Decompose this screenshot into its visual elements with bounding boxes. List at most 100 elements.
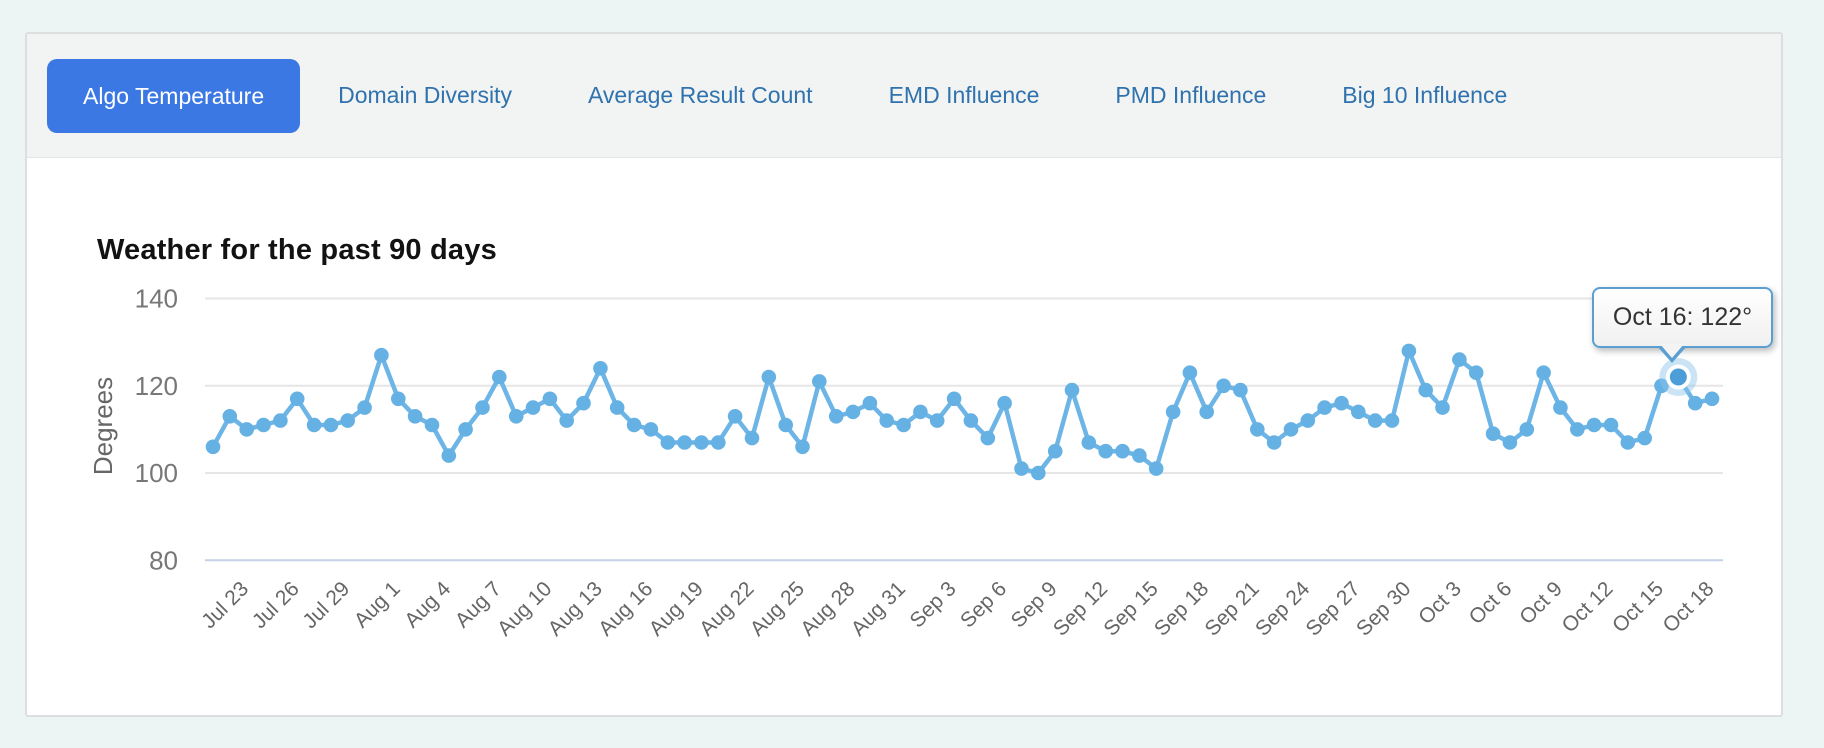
data-point-marker[interactable] bbox=[492, 369, 507, 385]
data-point-marker[interactable] bbox=[1704, 391, 1720, 407]
data-point-marker[interactable] bbox=[593, 361, 608, 376]
data-point-marker[interactable] bbox=[609, 400, 625, 415]
dashboard-card: Algo Temperature Domain Diversity Average … bbox=[25, 32, 1783, 717]
tab-pmd-influence[interactable]: PMD Influence bbox=[1115, 82, 1267, 108]
data-point-marker[interactable] bbox=[1081, 435, 1097, 450]
data-point-marker[interactable] bbox=[980, 430, 996, 446]
data-point-marker[interactable] bbox=[1435, 400, 1450, 415]
data-point-marker[interactable] bbox=[946, 391, 962, 407]
data-point-marker[interactable] bbox=[1452, 352, 1467, 367]
data-point-marker[interactable] bbox=[1098, 443, 1113, 459]
data-point-marker[interactable] bbox=[812, 374, 827, 389]
data-point-marker[interactable] bbox=[1014, 461, 1029, 476]
data-point-marker[interactable] bbox=[1468, 365, 1484, 381]
data-point-marker[interactable] bbox=[1250, 422, 1265, 437]
data-point-marker[interactable] bbox=[1148, 461, 1164, 476]
data-point-marker[interactable] bbox=[441, 448, 457, 463]
data-point-marker[interactable] bbox=[1351, 404, 1366, 420]
data-point-marker[interactable] bbox=[727, 409, 743, 424]
data-point-marker[interactable] bbox=[289, 391, 305, 407]
data-point-marker[interactable] bbox=[407, 409, 423, 424]
data-point-marker[interactable] bbox=[1031, 465, 1046, 481]
data-point-marker[interactable] bbox=[306, 417, 322, 433]
data-point-marker[interactable] bbox=[1570, 422, 1585, 437]
data-point-marker[interactable] bbox=[1485, 426, 1501, 442]
data-point-marker[interactable] bbox=[374, 347, 389, 363]
data-point-marker[interactable] bbox=[256, 417, 271, 433]
chart-tooltip: Oct 16: 122° bbox=[1592, 287, 1773, 363]
data-point-marker[interactable] bbox=[862, 395, 878, 411]
data-point-marker[interactable] bbox=[828, 409, 844, 424]
data-point-marker[interactable] bbox=[694, 435, 709, 450]
data-point-marker[interactable] bbox=[1334, 395, 1349, 411]
data-point-marker[interactable] bbox=[744, 430, 760, 446]
data-point-marker[interactable] bbox=[1317, 400, 1332, 415]
data-point-marker[interactable] bbox=[340, 413, 356, 428]
data-point-marker[interactable] bbox=[1182, 365, 1198, 381]
data-point-marker[interactable] bbox=[711, 435, 726, 450]
data-point-marker[interactable] bbox=[778, 417, 793, 433]
tooltip-label: Oct 16: 122° bbox=[1612, 303, 1753, 331]
data-point-marker[interactable] bbox=[1283, 422, 1299, 437]
data-point-marker[interactable] bbox=[1216, 378, 1231, 394]
data-point-marker[interactable] bbox=[222, 409, 238, 424]
data-point-marker[interactable] bbox=[1367, 413, 1383, 428]
data-point-marker[interactable] bbox=[1620, 435, 1636, 450]
tab-emd-influence[interactable]: EMD Influence bbox=[888, 82, 1040, 108]
data-point-marker[interactable] bbox=[997, 395, 1012, 411]
data-point-marker[interactable] bbox=[205, 439, 221, 455]
data-point-marker[interactable] bbox=[795, 439, 810, 455]
data-point-marker[interactable] bbox=[1418, 382, 1433, 398]
data-point-marker[interactable] bbox=[660, 435, 676, 450]
data-point-marker[interactable] bbox=[896, 417, 911, 433]
chart-title: Weather for the past 90 days bbox=[97, 234, 497, 266]
data-point-marker[interactable] bbox=[1687, 395, 1703, 411]
data-point-marker[interactable] bbox=[1536, 365, 1551, 381]
data-point-marker[interactable] bbox=[643, 422, 659, 437]
data-point-marker[interactable] bbox=[845, 404, 861, 420]
data-point-marker[interactable] bbox=[576, 395, 591, 411]
data-point-marker[interactable] bbox=[1553, 400, 1568, 415]
data-point-marker[interactable] bbox=[1384, 413, 1400, 428]
data-point-marker[interactable] bbox=[475, 400, 490, 415]
data-point-marker[interactable] bbox=[1115, 443, 1130, 459]
data-point-marker[interactable] bbox=[1654, 378, 1669, 394]
data-point-marker[interactable] bbox=[929, 413, 945, 428]
data-point-marker[interactable] bbox=[913, 404, 928, 420]
data-point-marker[interactable] bbox=[677, 435, 692, 450]
data-point-marker[interactable] bbox=[1519, 422, 1535, 437]
data-point-marker[interactable] bbox=[525, 400, 541, 415]
data-point-marker[interactable] bbox=[879, 413, 894, 428]
tab-big-10-influence[interactable]: Big 10 Influence bbox=[1342, 82, 1508, 108]
tab-algo-temperature[interactable]: Algo Temperature bbox=[47, 58, 301, 133]
data-point-marker[interactable] bbox=[357, 400, 372, 415]
data-point-marker[interactable] bbox=[542, 391, 558, 407]
data-point-marker[interactable] bbox=[761, 369, 777, 385]
data-point-marker[interactable] bbox=[1586, 417, 1602, 433]
tab-average-result-count[interactable]: Average Result Count bbox=[587, 82, 813, 108]
data-point-marker[interactable] bbox=[1502, 435, 1518, 450]
data-point-marker[interactable] bbox=[1300, 413, 1316, 428]
data-point-marker[interactable] bbox=[1064, 382, 1080, 398]
data-point-marker[interactable] bbox=[508, 409, 524, 424]
data-point-marker[interactable] bbox=[626, 417, 642, 433]
data-point-marker[interactable] bbox=[1132, 448, 1147, 463]
data-point-marker[interactable] bbox=[1266, 435, 1282, 450]
data-point-marker[interactable] bbox=[1603, 417, 1619, 433]
tab-domain-diversity[interactable]: Domain Diversity bbox=[338, 82, 512, 108]
data-point-marker[interactable] bbox=[1165, 404, 1181, 420]
data-point-marker[interactable] bbox=[1047, 443, 1063, 459]
data-point-marker[interactable] bbox=[323, 417, 339, 433]
data-point-marker[interactable] bbox=[458, 422, 473, 437]
data-point-marker[interactable] bbox=[559, 413, 574, 428]
data-point-marker[interactable] bbox=[1199, 404, 1214, 420]
data-point-marker[interactable] bbox=[1233, 382, 1248, 398]
data-point-marker[interactable] bbox=[1401, 343, 1417, 359]
data-point-marker[interactable] bbox=[424, 417, 440, 433]
data-point-marker[interactable] bbox=[239, 422, 254, 437]
data-point-marker[interactable] bbox=[1637, 430, 1652, 446]
data-point-marker[interactable] bbox=[273, 413, 288, 428]
data-point-marker[interactable] bbox=[963, 413, 979, 428]
highlighted-point-marker[interactable] bbox=[1669, 368, 1687, 386]
data-point-marker[interactable] bbox=[391, 391, 406, 407]
